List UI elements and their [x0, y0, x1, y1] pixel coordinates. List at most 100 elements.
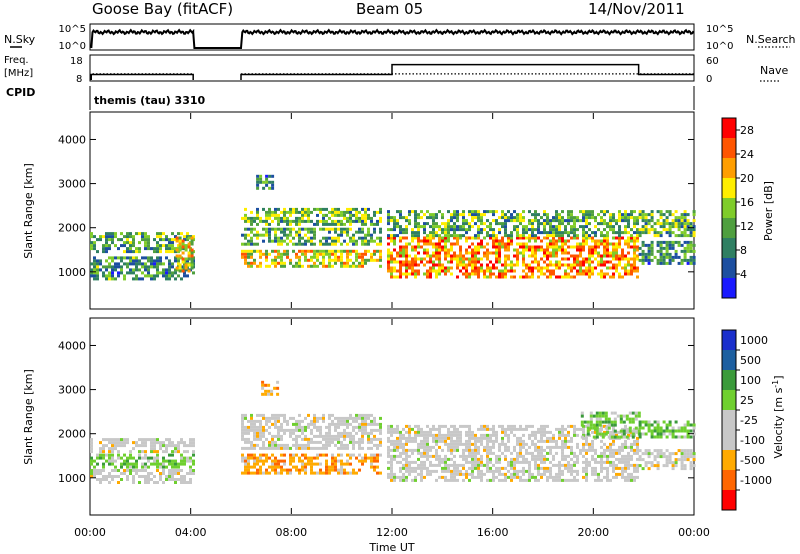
heatmap-cell — [618, 254, 621, 258]
heatmap-cell — [489, 445, 492, 449]
heatmap-cell — [358, 261, 361, 265]
heatmap-cell — [274, 255, 277, 259]
heatmap-cell — [298, 242, 301, 246]
heatmap-cell — [426, 430, 429, 434]
heatmap-cell — [570, 463, 573, 467]
heatmap-cell — [271, 261, 274, 265]
heatmap-cell — [174, 469, 177, 472]
heatmap-cell — [426, 436, 429, 440]
heatmap-cell — [307, 236, 310, 240]
heatmap-cell — [307, 413, 310, 417]
heatmap-cell — [99, 259, 102, 263]
heatmap-cell — [534, 248, 537, 252]
heatmap-cell — [552, 445, 555, 449]
heatmap-cell — [153, 441, 156, 445]
velocity-colorbar-segment — [722, 490, 736, 510]
heatmap-cell — [411, 427, 414, 431]
heatmap-cell — [477, 225, 480, 229]
heatmap-cell — [432, 454, 435, 458]
heatmap-cell — [379, 230, 382, 234]
heatmap-cell — [456, 242, 459, 246]
heatmap-cell — [364, 236, 367, 240]
heatmap-cell — [543, 472, 546, 476]
heatmap-cell — [349, 413, 352, 417]
heatmap-cell — [468, 430, 471, 434]
heatmap-cell — [111, 277, 114, 281]
heatmap-cell — [126, 256, 129, 260]
heatmap-cell — [402, 475, 405, 479]
heatmap-cell — [292, 236, 295, 240]
heatmap-cell — [316, 416, 319, 420]
heatmap-cell — [402, 251, 405, 255]
heatmap-cell — [267, 383, 271, 387]
heatmap-cell — [340, 233, 343, 237]
heatmap-cell — [277, 431, 280, 435]
heatmap-cell — [504, 234, 507, 238]
heatmap-cell — [537, 448, 540, 452]
heatmap-cell — [606, 210, 609, 214]
heatmap-cell — [516, 234, 519, 238]
heatmap-cell — [426, 248, 429, 252]
heatmap-cell — [513, 427, 516, 431]
heatmap-cell — [650, 258, 654, 262]
heatmap-cell — [644, 452, 648, 456]
heatmap-cell — [150, 256, 153, 260]
heatmap-cell — [638, 458, 642, 462]
heatmap-cell — [641, 452, 645, 456]
heatmap-cell — [525, 228, 528, 232]
heatmap-cell — [628, 429, 632, 433]
heatmap-cell — [579, 427, 582, 431]
heatmap-cell — [393, 472, 396, 476]
heatmap-cell — [558, 216, 561, 220]
heatmap-cell — [373, 239, 376, 243]
heatmap-cell — [692, 234, 696, 238]
heatmap-cell — [450, 248, 453, 252]
heatmap-cell — [90, 441, 93, 445]
heatmap-cell — [334, 207, 337, 211]
heatmap-cell — [432, 427, 435, 431]
heatmap-cell — [334, 462, 337, 466]
heatmap-cell — [259, 431, 262, 435]
heatmap-cell — [420, 245, 423, 249]
heatmap-cell — [322, 437, 325, 441]
heatmap-cell — [618, 451, 621, 455]
heatmap-cell — [686, 243, 690, 247]
heatmap-cell — [432, 254, 435, 258]
heatmap-cell — [138, 268, 141, 272]
heatmap-cell — [573, 475, 576, 479]
heatmap-cell — [591, 245, 594, 249]
heatmap-cell — [123, 262, 126, 266]
heatmap-cell — [582, 448, 585, 452]
heatmap-cell — [447, 433, 450, 437]
heatmap-cell — [528, 451, 531, 455]
heatmap-cell — [325, 242, 328, 246]
heatmap-cell — [259, 434, 262, 438]
velocity-colorbar-segment — [722, 390, 736, 410]
heatmap-cell — [677, 261, 681, 265]
heatmap-cell — [177, 256, 180, 260]
heatmap-cell — [647, 452, 651, 456]
heatmap-cell — [555, 472, 558, 476]
heatmap-cell — [379, 443, 382, 447]
heatmap-cell — [612, 225, 615, 229]
heatmap-cell — [459, 463, 462, 467]
heatmap-cell — [683, 452, 687, 456]
heatmap-cell — [352, 264, 355, 268]
heatmap-cell — [289, 258, 292, 262]
heatmap-cell — [241, 456, 244, 460]
heatmap-cell — [364, 453, 367, 457]
heatmap-cell — [537, 231, 540, 235]
heatmap-cell — [474, 234, 477, 238]
heatmap-cell — [402, 472, 405, 476]
heatmap-cell — [277, 443, 280, 447]
heatmap-cell — [444, 454, 447, 458]
heatmap-cell — [441, 433, 444, 437]
heatmap-cell — [665, 219, 669, 223]
heatmap-cell — [423, 439, 426, 443]
heatmap-cell — [552, 228, 555, 232]
heatmap-cell — [555, 245, 558, 249]
heatmap-cell — [537, 457, 540, 461]
heatmap-cell — [504, 219, 507, 223]
heatmap-cell — [405, 236, 408, 240]
heatmap-cell — [396, 210, 399, 214]
